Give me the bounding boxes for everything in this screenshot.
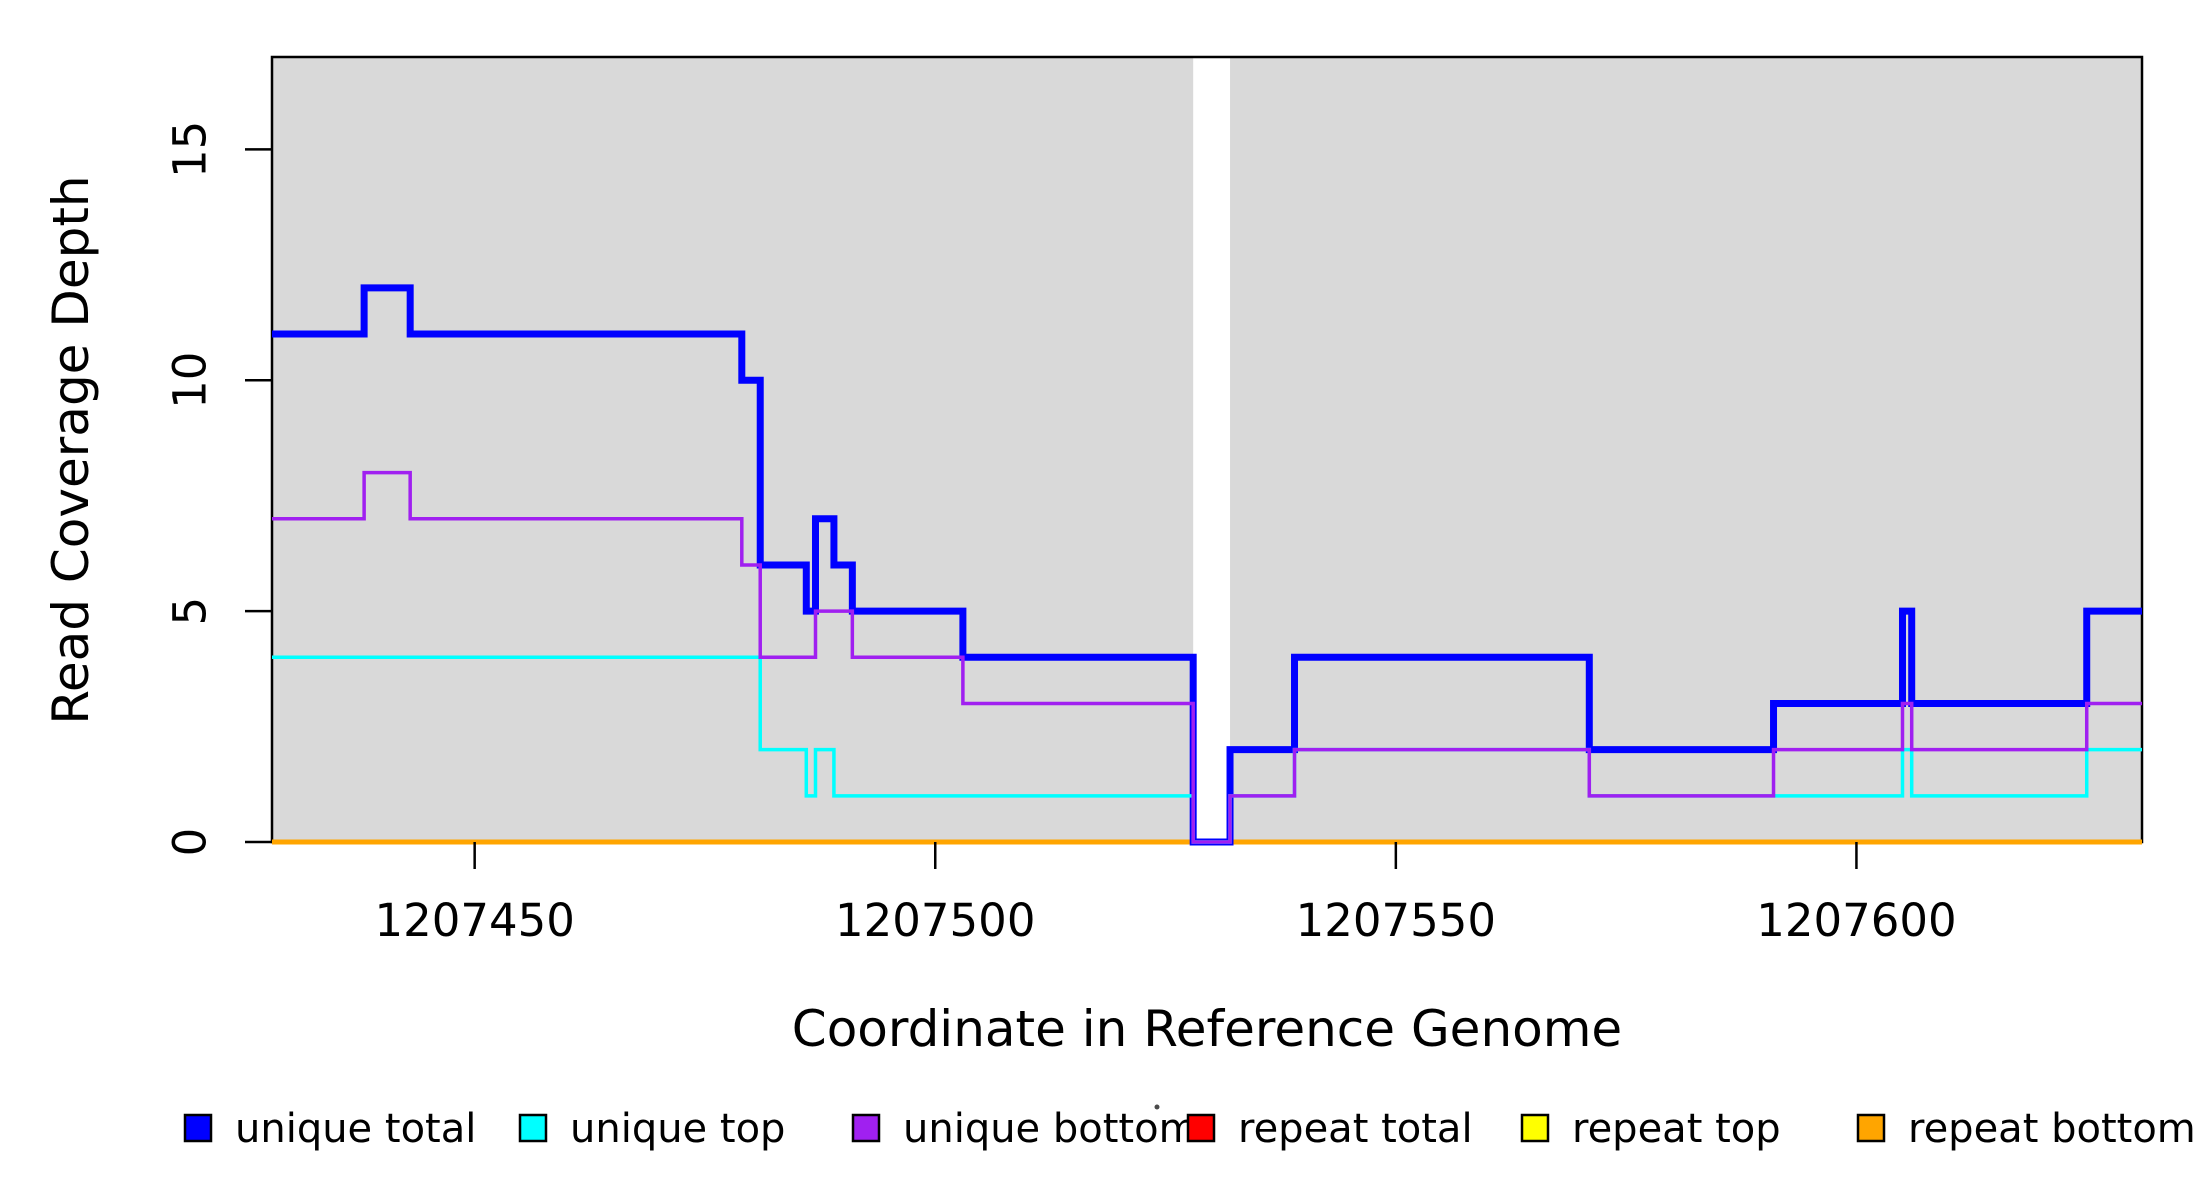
legend-swatch-repeat-top [1520,1113,1550,1143]
series-lines [272,284,2142,846]
legend-swatch-repeat-total [1186,1113,1216,1143]
legend-swatch-unique-total [183,1113,213,1143]
plot-background-segment-2 [1230,57,2142,842]
legend-item-unique-top: unique top [518,1106,785,1152]
plot-background [272,57,2142,842]
x-axis-tick-label: 1207600 [1756,894,1956,947]
legend: unique total unique top unique bottom repea… [183,1104,2196,1152]
legend-item-repeat-total: repeat total [1186,1106,1473,1152]
y-axis-title: Read Coverage Depth [42,175,100,724]
legend-item-repeat-bottom: repeat bottom [1856,1106,2196,1152]
x-axis-tick-label: 1207550 [1296,894,1496,947]
legend-swatch-repeat-bottom [1856,1113,1886,1143]
legend-item-unique-total: unique total [183,1106,476,1152]
legend-label: repeat bottom [1908,1106,2196,1152]
legend-label: unique top [570,1106,785,1152]
plot-background-segment-1 [272,57,1194,842]
x-axis-tick-label: 1207500 [835,894,1035,947]
legend-item-unique-bottom: unique bottom [851,1106,1198,1152]
series-line-unique-total [272,284,2142,846]
x-axis-title: Coordinate in Reference Genome [792,1000,1622,1058]
legend-swatch-unique-top [518,1113,548,1143]
legend-label: repeat total [1238,1106,1473,1152]
legend-label: unique bottom [903,1106,1198,1152]
x-axis-tick-label: 1207450 [374,894,574,947]
legend-label: unique total [235,1106,476,1152]
legend-swatch-unique-bottom [851,1113,881,1143]
axes: 1207450 1207500 1207550 1207600 0 5 10 15 [164,121,1957,947]
series-line-unique-bottom [272,470,2142,844]
y-axis-tick-label: 5 [164,597,217,626]
y-axis-tick-label: 10 [164,352,217,409]
legend-item-repeat-top: repeat top [1520,1106,1781,1152]
y-axis-tick-label: 0 [164,828,217,857]
y-axis-tick-label: 15 [164,121,217,178]
legend-label: repeat top [1572,1106,1781,1152]
stray-dot [1154,1104,1160,1110]
